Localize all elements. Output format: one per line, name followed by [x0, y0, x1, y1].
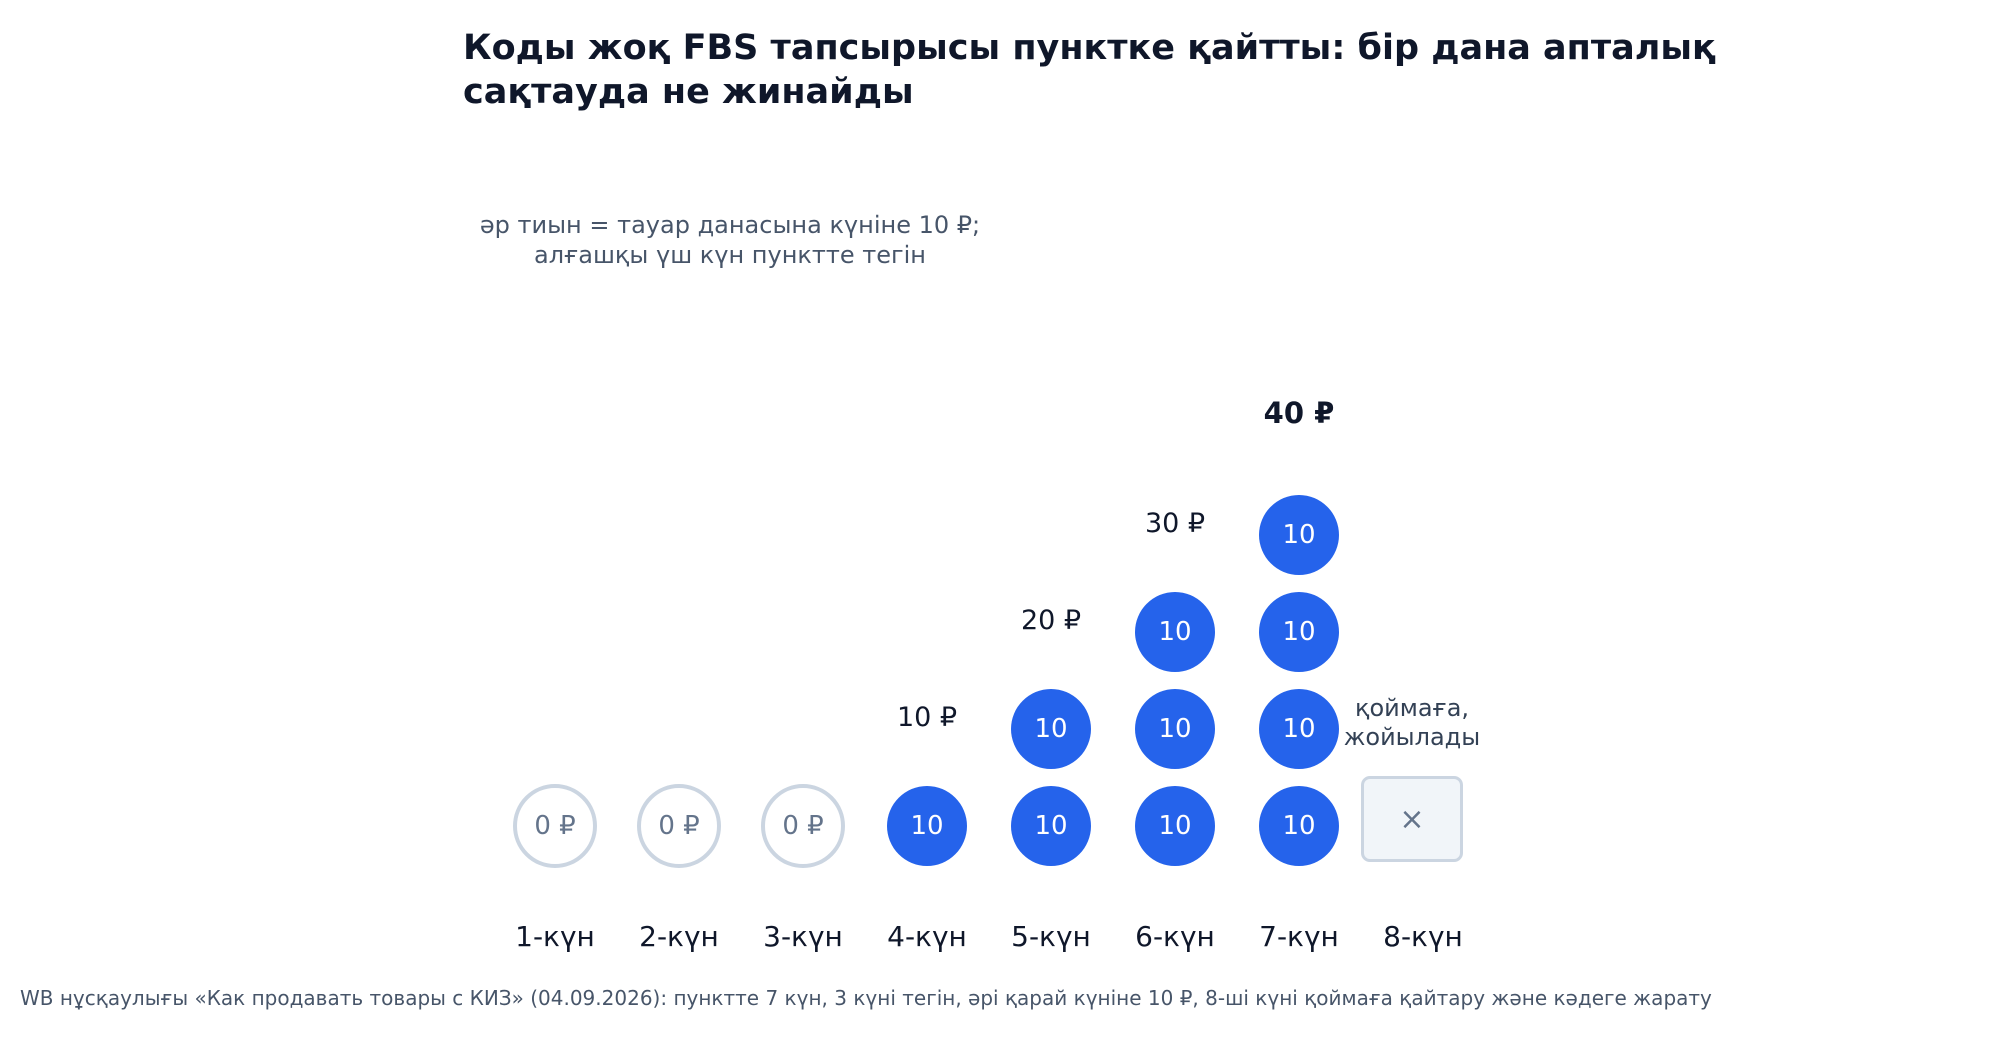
- subtitle-note: әр тиын = тауар данасына күніне 10 ₽; ал…: [440, 210, 1020, 270]
- paid-day-coin: 10: [1135, 592, 1215, 672]
- paid-day-coin: 10: [1259, 689, 1339, 769]
- accumulated-cost-label: 30 ₽: [1144, 508, 1206, 539]
- paid-day-coin: 10: [1135, 786, 1215, 866]
- free-day-coin: 0 ₽: [637, 784, 721, 868]
- paid-day-coin: 10: [1259, 495, 1339, 575]
- subtitle-line-2: алғашқы үш күн пунктте тегін: [534, 241, 926, 269]
- day-label: 2-күн: [639, 920, 719, 953]
- paid-day-coin: 10: [1259, 786, 1339, 866]
- removal-x-icon: ×: [1361, 776, 1463, 862]
- free-day-coin: 0 ₽: [513, 784, 597, 868]
- removal-note: қоймаға, жойылады: [1322, 694, 1502, 752]
- removal-note-line-1: қоймаға,: [1354, 694, 1470, 722]
- day-label: 5-күн: [1011, 920, 1091, 953]
- day-label: 3-күн: [763, 920, 843, 953]
- paid-day-coin: 10: [1011, 689, 1091, 769]
- accumulated-cost-label: 10 ₽: [896, 702, 958, 733]
- removal-note-line-2: жойылады: [1343, 723, 1481, 751]
- day-label: 8-күн: [1383, 920, 1463, 953]
- day-label: 7-күн: [1259, 920, 1339, 953]
- paid-day-coin: 10: [887, 786, 967, 866]
- chart-title: Коды жоқ FBS тапсырысы пунктке қайтты: б…: [463, 28, 1716, 112]
- day-label: 1-күн: [515, 920, 595, 953]
- free-day-coin: 0 ₽: [761, 784, 845, 868]
- day-label: 4-күн: [887, 920, 967, 953]
- subtitle-line-1: әр тиын = тауар данасына күніне 10 ₽;: [479, 211, 981, 239]
- paid-day-coin: 10: [1259, 592, 1339, 672]
- day-label: 6-күн: [1135, 920, 1215, 953]
- total-cost-label: 40 ₽: [1263, 396, 1335, 430]
- paid-day-coin: 10: [1135, 689, 1215, 769]
- accumulated-cost-label: 20 ₽: [1020, 605, 1082, 636]
- source-footnote: WB нұсқаулығы «Как продавать товары с КИ…: [20, 986, 1712, 1010]
- paid-day-coin: 10: [1011, 786, 1091, 866]
